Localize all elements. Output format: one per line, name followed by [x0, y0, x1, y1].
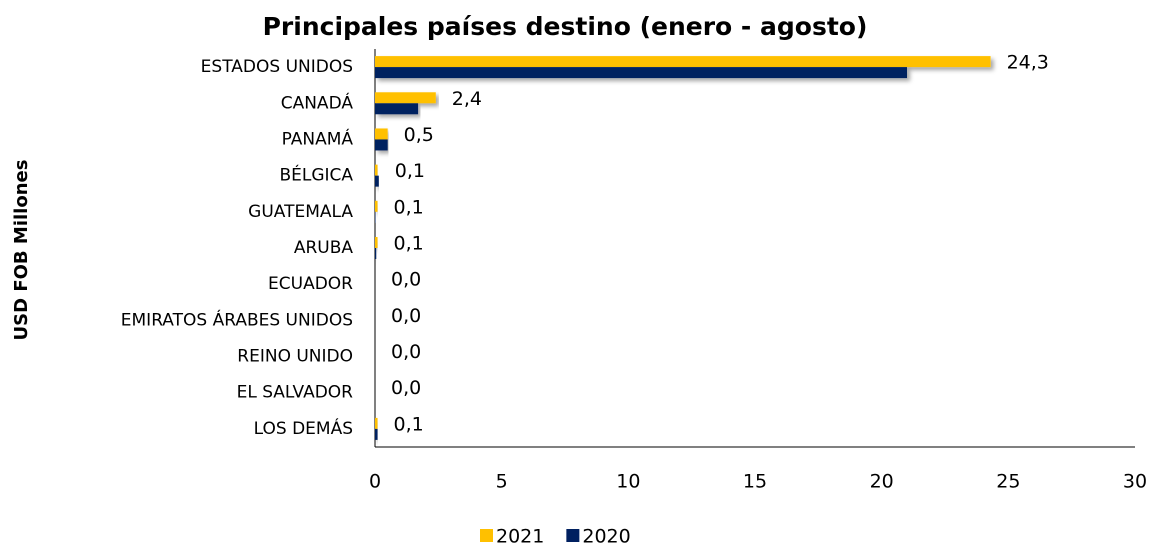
- legend-swatch: [480, 529, 493, 542]
- bar: [375, 56, 991, 68]
- bar: [375, 67, 907, 79]
- bar: [375, 92, 436, 104]
- bar: [375, 237, 378, 248]
- x-tick-label: 20: [870, 471, 894, 493]
- bar: [375, 248, 377, 259]
- data-label: 0,0: [391, 377, 421, 399]
- data-label: 0,1: [394, 413, 424, 435]
- data-label: 0,1: [394, 196, 424, 218]
- data-label: 2,4: [452, 88, 482, 110]
- y-tick-label: ECUADOR: [268, 274, 353, 294]
- bar: [375, 211, 376, 223]
- data-label: 0,1: [395, 160, 425, 182]
- data-label: 0,1: [394, 233, 424, 255]
- bar: [375, 103, 419, 115]
- legend-label: 2020: [582, 526, 630, 546]
- y-tick-label: ARUBA: [294, 238, 354, 258]
- x-tick-label: 0: [369, 471, 381, 493]
- x-tick-label: 25: [996, 471, 1020, 493]
- y-tick-label: LOS DEMÁS: [254, 417, 353, 439]
- y-tick-label: BÉLGICA: [279, 164, 353, 186]
- data-label: 0,0: [391, 269, 421, 291]
- chart-title: Principales países destino (enero - agos…: [263, 12, 868, 41]
- bar: [375, 128, 388, 140]
- x-tick-label: 30: [1123, 471, 1147, 493]
- bar: [375, 417, 378, 429]
- y-tick-label: REINO UNIDO: [237, 347, 353, 367]
- bar: [375, 175, 379, 187]
- y-tick-label: EMIRATOS ÁRABES UNIDOS: [121, 308, 353, 330]
- y-tick-label: GUATEMALA: [248, 202, 353, 222]
- y-tick-label: CANADÁ: [281, 91, 354, 113]
- y-axis-title: USD FOB Millones: [11, 160, 32, 341]
- x-tick-label: 5: [496, 471, 508, 493]
- data-label: 24,3: [1007, 52, 1049, 74]
- data-label: 0,0: [391, 305, 421, 327]
- data-label: 0,0: [391, 341, 421, 363]
- y-tick-label: EL SALVADOR: [237, 383, 354, 403]
- legend-label: 2021: [496, 526, 544, 546]
- x-tick-label: 10: [616, 471, 640, 493]
- bar: [375, 200, 378, 212]
- y-tick-label: PANAMÁ: [282, 127, 354, 149]
- y-tick-label: ESTADOS UNIDOS: [201, 57, 353, 77]
- bar: [375, 428, 378, 440]
- legend-swatch: [566, 529, 580, 542]
- bar: [375, 139, 388, 151]
- bar: [375, 164, 378, 176]
- x-tick-label: 15: [743, 471, 767, 493]
- data-label: 0,5: [404, 124, 434, 146]
